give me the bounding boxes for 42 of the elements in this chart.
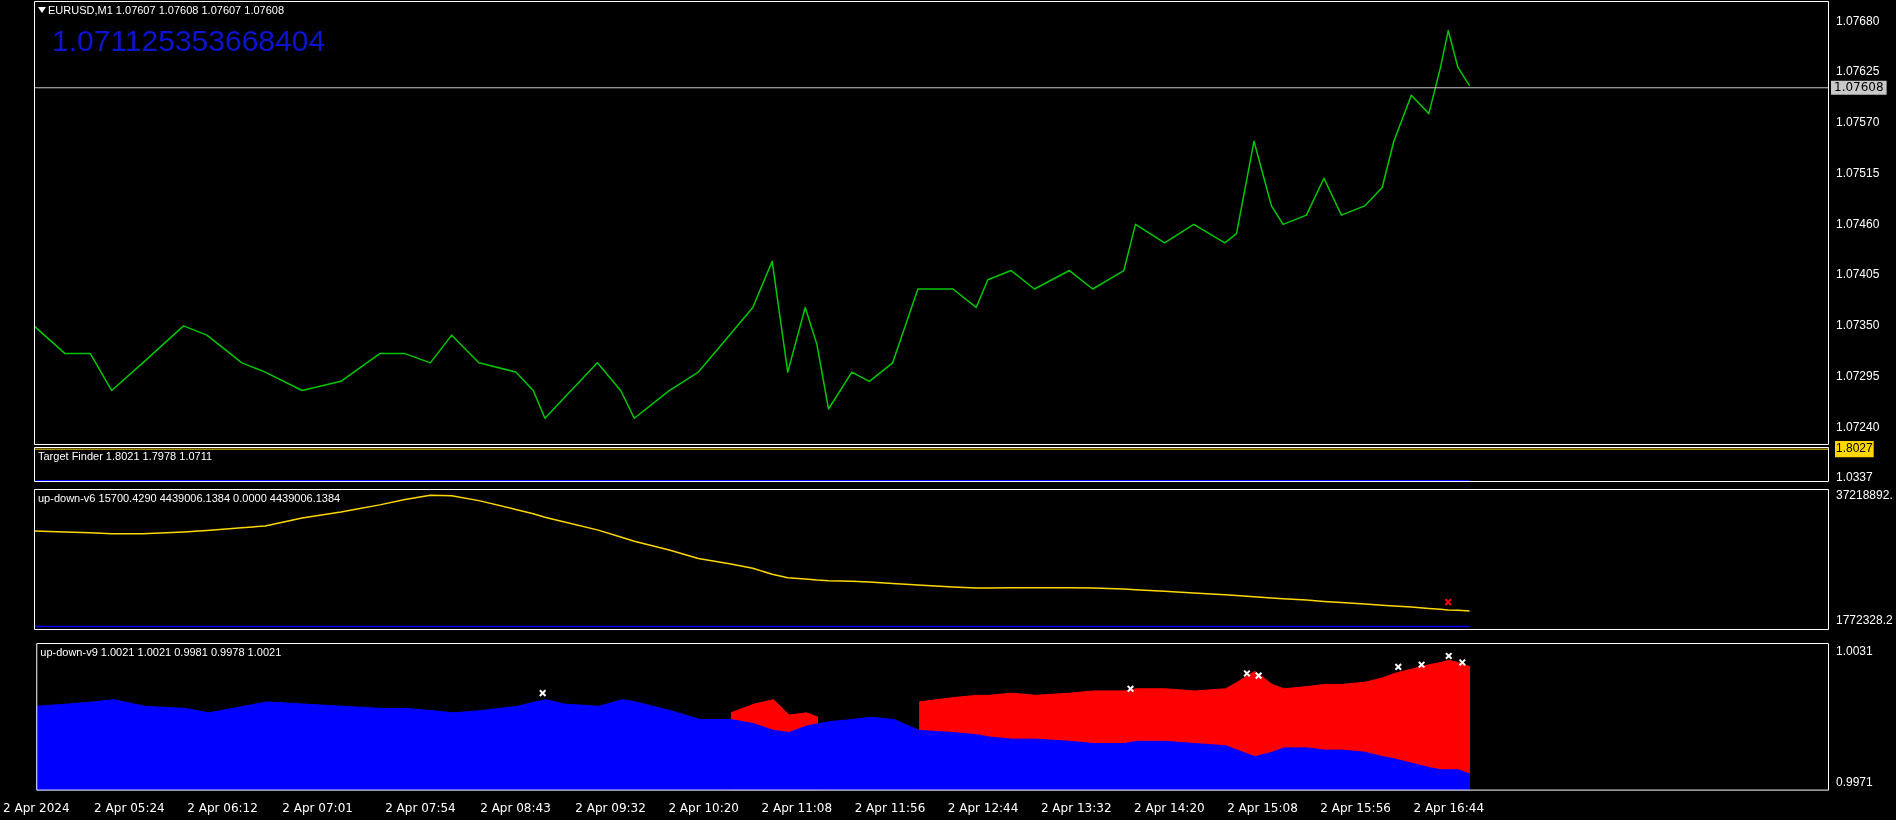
x-tick-label: 2 Apr 13:32 [1040,800,1112,815]
chart-title: up-down-v9 1.0021 1.0021 0.9981 0.9978 1.0021 [40,646,282,658]
y-tick-label: 1.07625 [1836,64,1880,79]
x-tick-label: 2 Apr 2024 [3,800,70,815]
x-tick-label: 2 Apr 10:20 [668,800,740,815]
x-tick-label: 2 Apr 06:12 [187,800,258,815]
y-tick-label: 1.07405 [1836,267,1880,282]
point [1126,684,1135,693]
y-tick-label: 0.9971 [1836,775,1874,790]
y-tick-label: 1.8027 [1836,441,1874,456]
point [1254,671,1263,680]
x-tick-label: 2 Apr 12:44 [947,800,1019,815]
point [1458,658,1467,667]
y-tick-label: 1.07680 [1836,13,1880,28]
point [1417,660,1426,669]
point [1444,652,1453,660]
x-tick-label: 2 Apr 08:43 [480,800,551,815]
x-tick-label: 2 Apr 16:44 [1413,800,1485,815]
x-tick-label: 2 Apr 11:56 [854,800,926,815]
x-tick-label: 2 Apr 07:01 [282,800,353,815]
y-tick-label: 1.07240 [1836,419,1880,434]
y-tick-label: 1.0337 [1836,470,1874,485]
y-tick-label: 1772328.2 [1836,612,1894,627]
y-tick-label: 1.07460 [1836,216,1880,231]
chart-title: EURUSD,M1 1.07607 1.07608 1.07607 1.07608 [48,4,285,16]
y-tick-label: 37218892. [1836,487,1893,502]
x-tick-label: 2 Apr 09:32 [575,800,646,815]
x-tick-label: 2 Apr 05:24 [94,800,165,815]
x-tick-label: 2 Apr 15:56 [1320,800,1391,815]
annotation: 1.071125353668404 [52,24,326,57]
y-tick-label: 1.07570 [1836,115,1880,130]
x-tick-label: 2 Apr 14:20 [1134,800,1205,815]
chart-title: Target Finder 1.8021 1.7978 1.0711 [38,450,213,462]
y-tick-label: 1.07350 [1836,318,1880,333]
y-tick-label: 1.07295 [1836,369,1880,383]
x-tick-label: 2 Apr 15:08 [1227,800,1298,815]
chart-title: up-down-v6 15700.4290 4439006.1384 0.0000 4439006.1384 [38,492,341,504]
y-tick-label: 1.0031 [1836,643,1874,658]
ref-line-label: 1.07608 [1834,79,1884,94]
x-tick-label: 2 Apr 07:54 [385,800,456,815]
x-tick-label: 2 Apr 11:08 [761,800,833,815]
y-tick-label: 1.07515 [1836,165,1880,180]
